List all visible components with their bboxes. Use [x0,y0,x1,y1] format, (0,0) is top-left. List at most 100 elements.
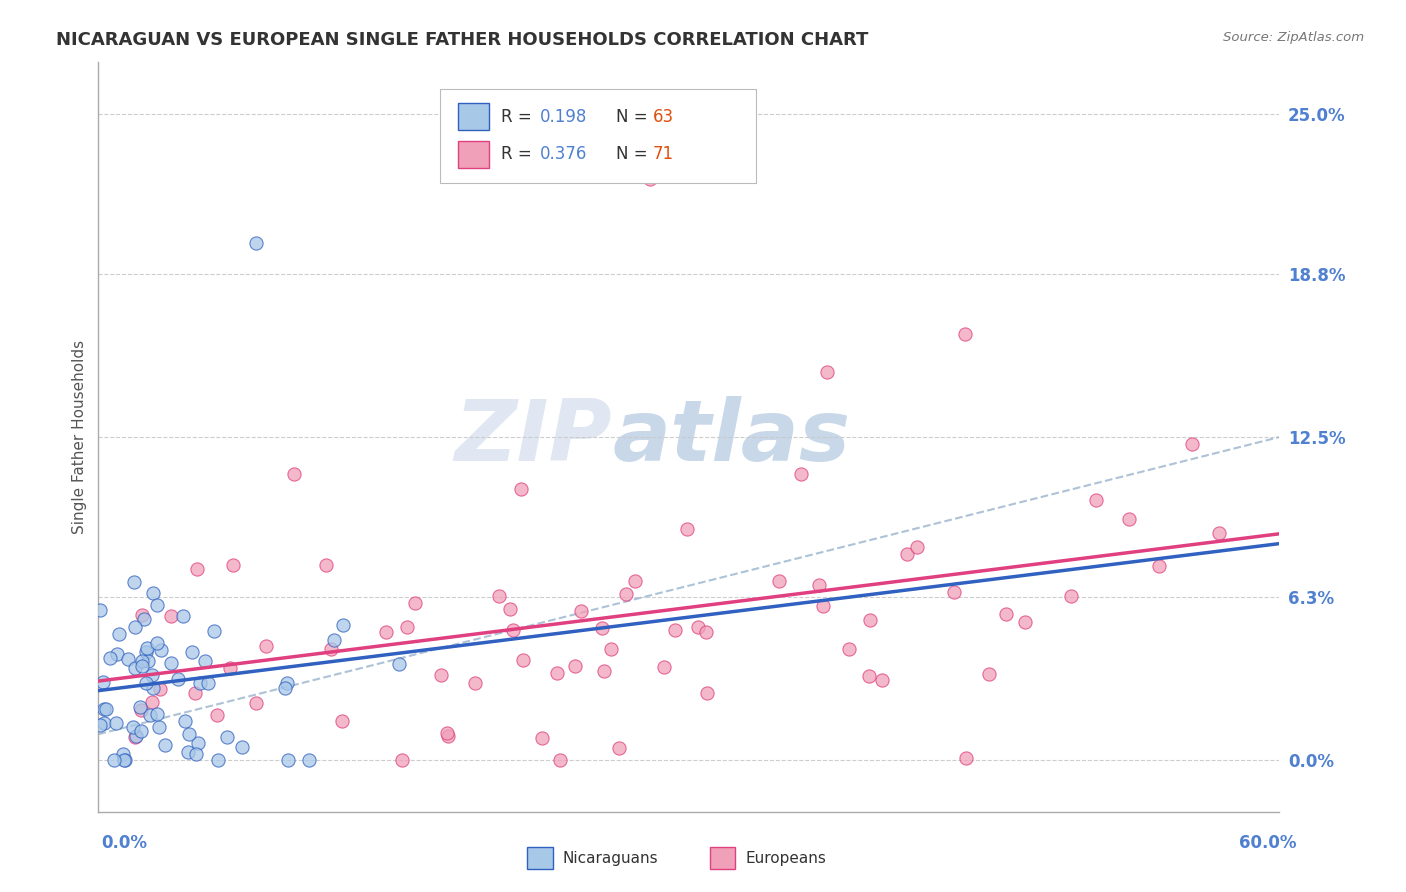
Point [221,558,243,572]
Point [207,753,229,767]
Point [332,618,354,632]
Point [184,686,207,700]
Point [332,714,354,728]
Point [388,657,411,672]
Point [808,578,831,592]
Point [391,753,413,767]
Text: 60.0%: 60.0% [1239,834,1296,852]
Text: 0.198: 0.198 [540,108,588,126]
Point [117,651,139,665]
Point [146,636,169,650]
Point [124,730,146,744]
Point [510,483,533,497]
Point [396,620,419,634]
Point [121,720,143,734]
Point [194,654,217,668]
Point [231,740,253,755]
Point [108,626,131,640]
Point [548,753,571,767]
Point [112,747,135,761]
Point [430,668,453,682]
Point [160,608,183,623]
Point [638,171,661,186]
Point [1014,615,1036,629]
Text: atlas: atlas [612,395,851,479]
Point [155,738,177,752]
Point [614,587,637,601]
Point [124,575,146,590]
Point [664,623,686,637]
Point [150,643,173,657]
Point [142,585,165,599]
Text: Europeans: Europeans [745,851,827,865]
Point [177,745,200,759]
Point [815,366,838,380]
Point [1118,512,1140,526]
Point [202,624,225,638]
Point [188,676,211,690]
Point [146,598,169,612]
Point [105,715,128,730]
Point [132,612,155,626]
Point [187,736,209,750]
Point [135,676,157,690]
Point [89,717,111,731]
Point [197,675,219,690]
Text: NICARAGUAN VS EUROPEAN SINGLE FATHER HOUSEHOLDS CORRELATION CHART: NICARAGUAN VS EUROPEAN SINGLE FATHER HOU… [56,31,869,49]
Point [607,740,630,755]
Point [896,547,918,561]
Y-axis label: Single Father Households: Single Father Households [72,340,87,534]
Point [186,562,208,576]
Point [531,731,554,745]
Point [1181,437,1204,451]
Point [298,753,321,767]
Point [464,675,486,690]
Point [138,707,160,722]
Point [125,730,148,744]
Point [858,613,880,627]
Point [94,701,117,715]
Point [177,727,200,741]
Point [811,599,834,614]
Point [695,624,717,639]
Point [283,467,305,481]
Text: 0.0%: 0.0% [101,834,148,852]
Point [114,753,136,767]
Text: R =: R = [501,108,537,126]
Point [436,726,458,740]
Point [870,673,893,687]
Point [943,585,966,599]
Point [93,715,115,730]
Text: N =: N = [616,108,652,126]
Point [323,632,346,647]
Point [112,753,135,767]
Point [277,753,299,767]
Point [838,642,860,657]
Text: 63: 63 [652,108,673,126]
Point [502,623,524,637]
Point [1084,493,1107,508]
Point [159,656,181,670]
Point [124,661,146,675]
Point [205,707,228,722]
Text: N =: N = [616,145,652,163]
Point [131,659,153,673]
Point [129,700,152,714]
Point [488,589,510,603]
Point [184,747,207,762]
Point [953,326,976,341]
Point [499,601,522,615]
Point [319,641,342,656]
Text: Source: ZipAtlas.com: Source: ZipAtlas.com [1223,31,1364,45]
Point [131,654,153,668]
Text: ZIP: ZIP [454,395,612,479]
Point [245,236,267,251]
Point [564,658,586,673]
Point [181,645,204,659]
Point [1208,526,1230,541]
Text: 71: 71 [652,145,673,163]
Point [148,720,170,734]
Point [1060,589,1083,603]
Point [91,675,114,690]
Point [129,724,152,739]
